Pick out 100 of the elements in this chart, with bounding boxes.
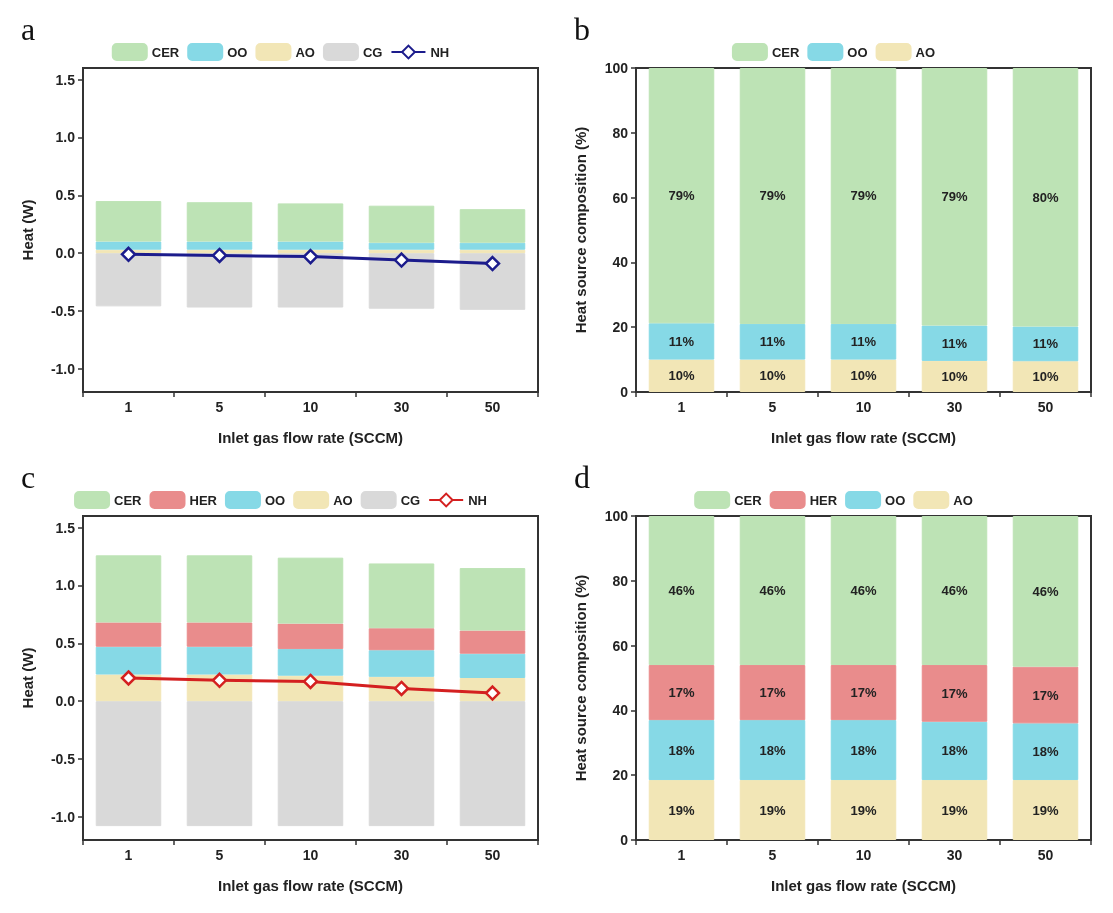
bar (739, 720, 806, 781)
x-tick-label: 5 (215, 399, 224, 415)
legend-label: NH (468, 492, 487, 508)
bar (1012, 666, 1079, 724)
bar (95, 241, 162, 250)
bar (830, 665, 897, 721)
data-label: 11% (941, 335, 968, 351)
x-tick-label: 30 (393, 847, 410, 863)
y-tick-label: 20 (612, 319, 629, 336)
data-label: 19% (759, 802, 786, 818)
bar (277, 623, 344, 650)
y-tick-label: -0.5 (50, 751, 76, 767)
bar (648, 780, 715, 840)
x-tick-label: 50 (484, 399, 501, 415)
x-tick-label: 50 (484, 847, 501, 863)
x-tick-label: 50 (1037, 399, 1054, 415)
bar (95, 622, 162, 647)
legend-label: CER (151, 44, 180, 60)
data-label: 19% (941, 802, 968, 818)
data-label: 19% (1032, 802, 1059, 818)
data-label: 18% (668, 742, 695, 758)
data-label: 10% (941, 368, 968, 384)
bar (277, 649, 344, 676)
bar (95, 555, 162, 623)
x-tick-label: 1 (124, 399, 133, 415)
point (120, 246, 137, 263)
bar (648, 665, 715, 721)
legend-label: AO (333, 492, 353, 508)
bar (739, 68, 806, 324)
data-label: 11% (850, 334, 877, 350)
bar (1012, 516, 1079, 667)
data-label: 11% (759, 334, 786, 350)
data-label: 79% (850, 188, 877, 204)
point (120, 670, 137, 686)
bar (459, 242, 526, 250)
y-tick-label: 1.5 (55, 519, 76, 536)
data-label: 19% (668, 802, 695, 818)
bar (186, 202, 253, 242)
bar (830, 720, 897, 781)
bar (459, 701, 526, 827)
bar (921, 516, 988, 666)
x-tick-label: 10 (302, 399, 319, 415)
data-label: 46% (668, 583, 695, 599)
bar (459, 209, 526, 243)
x-tick-label: 30 (946, 847, 963, 863)
data-label: 46% (759, 583, 786, 599)
legend-label: OO (264, 492, 286, 508)
data-label: 46% (941, 583, 968, 599)
bar (459, 630, 526, 654)
data-label: 79% (759, 188, 786, 204)
bar (277, 701, 344, 827)
data-label: 17% (941, 685, 968, 701)
bar (921, 721, 988, 781)
y-tick-label: 100 (604, 508, 629, 524)
x-tick-label: 50 (1037, 847, 1054, 863)
bar (648, 68, 715, 324)
x-axis-title: Inlet gas flow rate (SCCM) (770, 429, 957, 446)
bar (1012, 780, 1079, 840)
data-label: 18% (941, 743, 968, 759)
data-label: 17% (668, 685, 695, 701)
x-tick-label: 10 (855, 847, 872, 863)
bar (1012, 326, 1079, 362)
bar (921, 325, 988, 361)
legend-label: OO (885, 492, 906, 508)
bar (368, 253, 435, 309)
bar (368, 205, 435, 243)
bar (921, 780, 988, 840)
bar (95, 701, 162, 827)
y-tick-label: 100 (604, 60, 629, 76)
y-tick-label: 0.5 (55, 187, 76, 204)
point (393, 252, 410, 268)
y-tick-label: 80 (612, 572, 629, 589)
data-label: 46% (1032, 583, 1059, 599)
bar (1012, 68, 1079, 327)
x-tick-label: 5 (768, 847, 777, 863)
bar (648, 323, 715, 360)
bar (368, 242, 435, 250)
y-tick-label: 0.5 (55, 635, 76, 652)
y-axis-title: Heat (W) (19, 199, 36, 261)
bar (830, 780, 897, 840)
x-tick-label: 5 (768, 399, 777, 415)
bar (277, 241, 344, 250)
x-tick-label: 10 (302, 847, 319, 863)
data-label: 19% (850, 802, 877, 818)
data-label: 10% (759, 368, 786, 384)
bar (830, 323, 897, 360)
data-label: 46% (850, 583, 877, 599)
bar (648, 516, 715, 666)
legend-label: AO (295, 44, 315, 60)
data-label: 80% (1032, 189, 1059, 205)
chart-title: a (21, 11, 36, 47)
x-tick-label: 1 (124, 847, 133, 863)
y-tick-label: 1.0 (55, 129, 76, 146)
data-label: 10% (850, 368, 877, 384)
bar (648, 720, 715, 781)
bar (186, 555, 253, 623)
legend-label: CER (734, 492, 763, 508)
bar (459, 653, 526, 678)
bar (95, 253, 162, 307)
y-tick-label: -1.0 (50, 360, 76, 377)
